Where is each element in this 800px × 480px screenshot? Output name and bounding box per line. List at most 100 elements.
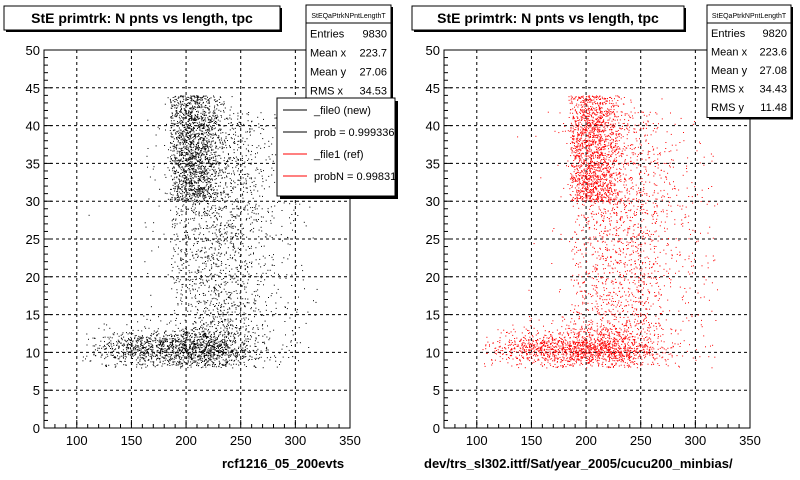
scatter-point (178, 345, 180, 347)
scatter-point (205, 335, 206, 337)
scatter-point (132, 358, 133, 359)
scatter-point (184, 332, 186, 333)
scatter-point (196, 243, 198, 244)
scatter-point (140, 364, 142, 366)
scatter-point (189, 103, 190, 105)
scatter-point (206, 346, 208, 347)
scatter-point (244, 346, 246, 348)
scatter-point (178, 132, 180, 134)
scatter-point (193, 331, 195, 332)
scatter-point (186, 331, 187, 333)
scatter-point (184, 348, 186, 350)
scatter-point (207, 238, 209, 240)
scatter-point (135, 346, 137, 348)
scatter-point (237, 115, 239, 117)
scatter-point (137, 345, 139, 347)
scatter-point (181, 125, 183, 127)
scatter-point (189, 169, 191, 171)
scatter-point (160, 341, 162, 343)
scatter-point (203, 334, 205, 335)
scatter-point (196, 117, 198, 119)
scatter-point (253, 365, 255, 367)
scatter-point (287, 302, 289, 304)
scatter-point (208, 115, 210, 117)
scatter-point (231, 227, 233, 229)
scatter-point (183, 142, 185, 143)
scatter-point (211, 154, 213, 155)
scatter-point (209, 240, 211, 242)
scatter-point (171, 342, 173, 344)
scatter-point (111, 351, 113, 353)
scatter-point (192, 289, 194, 291)
scatter-point (167, 348, 169, 350)
scatter-point (212, 187, 214, 189)
scatter-point (183, 139, 185, 141)
scatter-point (170, 355, 172, 356)
scatter-point (204, 158, 206, 160)
scatter-point (201, 324, 203, 326)
scatter-point (212, 348, 214, 350)
scatter-point (210, 143, 212, 145)
scatter-point (174, 158, 176, 160)
scatter-point (199, 101, 201, 103)
scatter-point (225, 117, 227, 119)
scatter-point (193, 133, 195, 135)
scatter-point (118, 351, 120, 353)
scatter-point (160, 348, 162, 350)
scatter-point (174, 187, 176, 189)
scatter-point (177, 121, 178, 122)
scatter-point (290, 340, 292, 342)
scatter-point (171, 258, 173, 260)
scatter-point (198, 189, 199, 191)
scatter-point (204, 171, 205, 173)
scatter-point (203, 174, 205, 176)
scatter-point (233, 354, 235, 356)
scatter-point (291, 345, 292, 346)
scatter-point (315, 301, 317, 303)
scatter-point (248, 254, 250, 256)
scatter-point (233, 128, 235, 130)
scatter-point (250, 247, 252, 249)
scatter-point (198, 328, 200, 330)
scatter-point (209, 344, 211, 346)
scatter-point (176, 211, 178, 213)
scatter-point (218, 293, 220, 294)
scatter-point (125, 356, 127, 358)
scatter-point (190, 161, 192, 163)
scatter-point (168, 353, 170, 355)
scatter-point (212, 364, 213, 366)
scatter-point (201, 238, 203, 240)
scatter-point (158, 347, 160, 349)
scatter-point (193, 195, 195, 197)
scatter-point (255, 169, 257, 171)
scatter-point (186, 349, 188, 351)
scatter-point (203, 352, 205, 354)
scatter-point (261, 230, 263, 232)
scatter-point (210, 338, 212, 340)
scatter-point (232, 124, 234, 126)
scatter-point (179, 151, 181, 153)
scatter-point (190, 303, 192, 305)
scatter-point (188, 112, 189, 114)
scatter-point (223, 309, 225, 311)
scatter-point (219, 271, 221, 273)
scatter-point (258, 284, 260, 286)
scatter-point (174, 351, 176, 353)
scatter-point (192, 107, 194, 109)
scatter-point (132, 333, 134, 335)
scatter-point (213, 320, 215, 322)
scatter-point (223, 339, 225, 340)
scatter-point (218, 265, 220, 267)
scatter-point (196, 228, 198, 230)
scatter-point (151, 346, 153, 348)
scatter-point (209, 115, 211, 117)
scatter-point (192, 140, 194, 141)
scatter-point (288, 349, 290, 351)
scatter-point (236, 305, 238, 307)
scatter-point (195, 151, 197, 153)
scatter-point (177, 212, 179, 214)
scatter-point (150, 357, 152, 359)
scatter-point (205, 345, 207, 347)
scatter-point (247, 338, 249, 340)
scatter-point (278, 273, 279, 275)
